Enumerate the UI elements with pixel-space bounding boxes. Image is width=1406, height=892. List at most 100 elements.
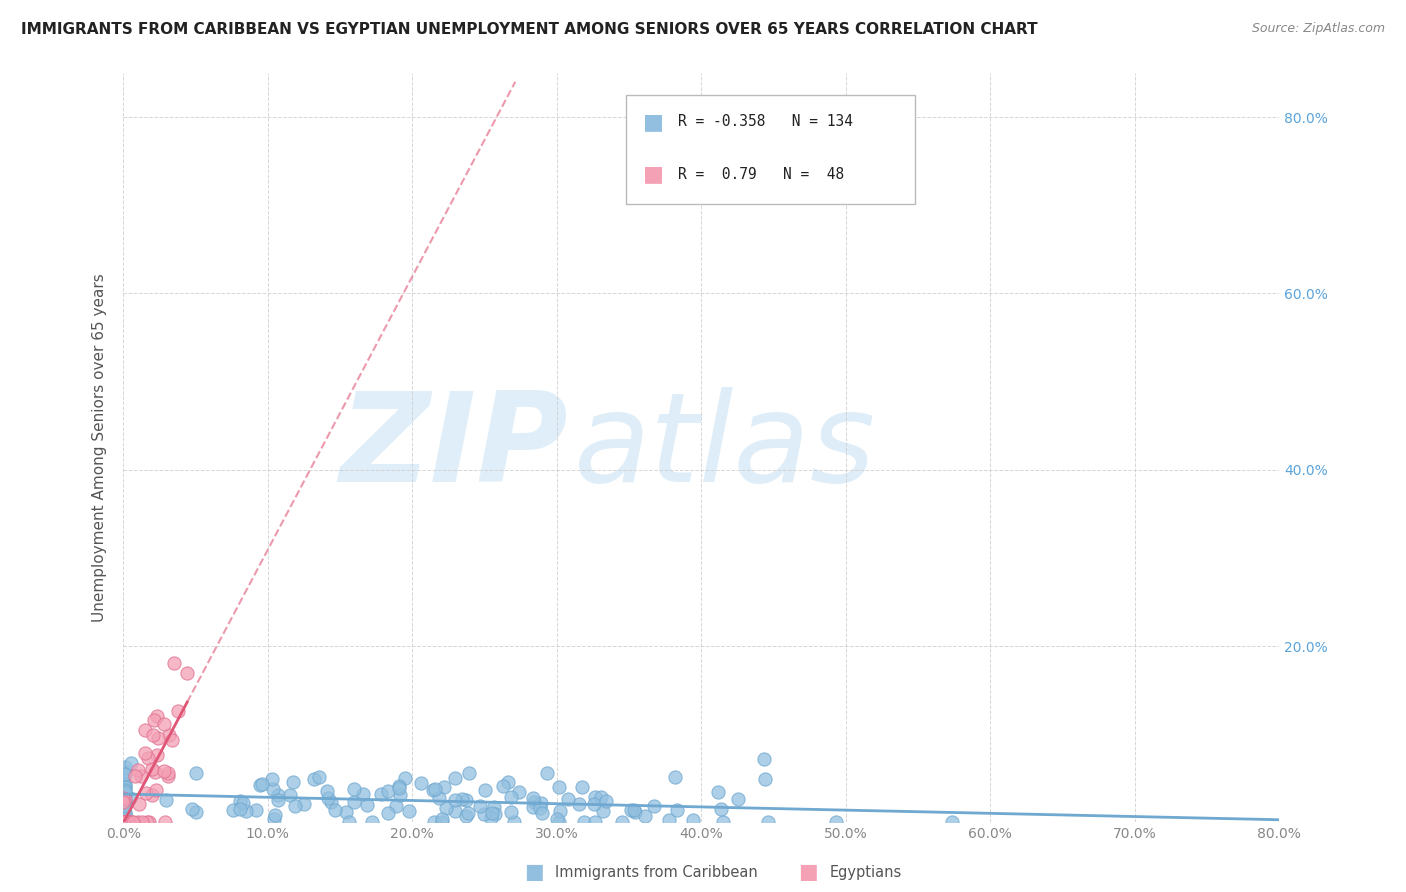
Text: ZIP: ZIP [339, 387, 568, 508]
Point [370, 787, 392, 801]
Point [643, 799, 665, 814]
Point [409, 776, 432, 790]
Point [308, 770, 330, 784]
Point [142, 713, 165, 727]
Point [335, 805, 357, 819]
Point [114, 810, 136, 824]
Text: ■: ■ [524, 863, 544, 882]
Point [114, 786, 136, 800]
Point [583, 815, 606, 830]
Point [571, 780, 593, 794]
Point [135, 787, 157, 801]
Point [568, 797, 591, 811]
Point [316, 790, 339, 805]
Point [112, 815, 135, 830]
Y-axis label: Unemployment Among Seniors over 65 years: Unemployment Among Seniors over 65 years [93, 273, 107, 622]
Point [127, 815, 149, 830]
Point [284, 798, 307, 813]
Point [114, 791, 136, 805]
Point [152, 716, 174, 731]
Point [112, 790, 135, 805]
Point [583, 797, 606, 811]
Point [186, 805, 208, 820]
Point [131, 815, 153, 830]
Point [114, 767, 136, 781]
Point [423, 815, 446, 830]
Text: ■: ■ [799, 863, 818, 882]
Point [450, 792, 472, 806]
Point [337, 815, 360, 830]
Point [142, 728, 165, 742]
Point [114, 780, 136, 794]
Point [167, 704, 190, 718]
Point [157, 728, 180, 742]
Point [472, 806, 495, 821]
Point [756, 815, 779, 830]
Point [388, 780, 411, 795]
Point [118, 815, 141, 830]
Point [264, 808, 287, 822]
Point [754, 772, 776, 787]
Text: R = -0.358   N = 134: R = -0.358 N = 134 [678, 114, 853, 129]
Point [112, 815, 135, 830]
Point [267, 792, 290, 806]
Point [112, 815, 135, 830]
Point [114, 783, 136, 797]
Point [122, 815, 145, 830]
Point [260, 772, 283, 786]
Point [523, 795, 546, 809]
Point [727, 791, 749, 805]
Point [156, 770, 179, 784]
FancyBboxPatch shape [626, 95, 915, 204]
Point [184, 765, 207, 780]
Point [181, 802, 204, 816]
Text: ■: ■ [644, 164, 665, 184]
Point [250, 777, 273, 791]
Point [941, 815, 963, 830]
Point [754, 752, 776, 766]
Point [114, 808, 136, 822]
Point [302, 772, 325, 786]
Point [388, 788, 411, 802]
Point [114, 766, 136, 780]
Point [228, 802, 250, 816]
Point [145, 747, 167, 762]
Point [385, 798, 408, 813]
Point [522, 800, 544, 814]
Point [141, 762, 163, 776]
Point [536, 766, 558, 780]
Point [658, 813, 681, 827]
Point [263, 812, 285, 826]
Point [388, 779, 411, 793]
Point [128, 797, 150, 812]
Point [114, 785, 136, 799]
Point [134, 746, 156, 760]
Point [352, 787, 374, 801]
Point [112, 815, 135, 830]
Point [127, 764, 149, 778]
Point [112, 815, 135, 830]
Point [155, 793, 177, 807]
Text: Immigrants from Caribbean: Immigrants from Caribbean [555, 865, 758, 880]
Point [134, 723, 156, 737]
Point [124, 769, 146, 783]
Point [146, 731, 169, 746]
Point [591, 789, 613, 804]
Point [315, 784, 337, 798]
Point [711, 815, 734, 830]
Point [612, 815, 634, 830]
Point [114, 788, 136, 802]
Point [665, 803, 688, 817]
Point [114, 776, 136, 790]
Point [624, 805, 647, 819]
Point [115, 815, 138, 830]
Point [249, 779, 271, 793]
Point [129, 768, 152, 782]
Text: Source: ZipAtlas.com: Source: ZipAtlas.com [1251, 22, 1385, 36]
Point [503, 815, 526, 830]
Point [235, 805, 257, 819]
Point [377, 783, 399, 797]
Point [492, 779, 515, 793]
Text: Egyptians: Egyptians [830, 865, 901, 880]
Point [114, 764, 136, 779]
